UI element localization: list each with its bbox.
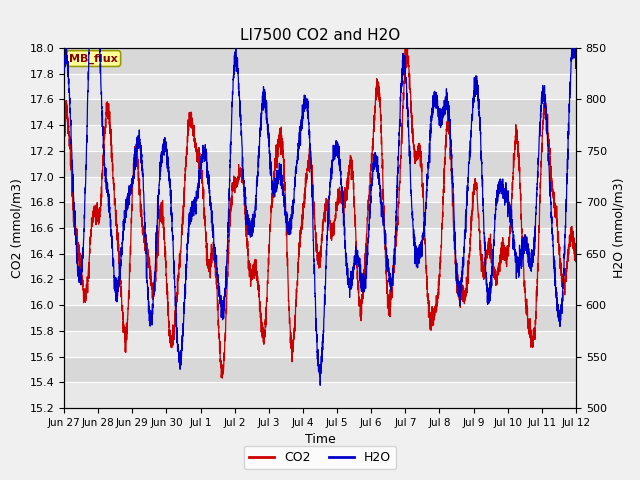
X-axis label: Time: Time (305, 433, 335, 446)
Bar (64, 228, 576, 254)
Bar (64, 202, 576, 228)
Y-axis label: CO2 (mmol/m3): CO2 (mmol/m3) (11, 178, 24, 278)
Bar (64, 151, 576, 177)
Bar (64, 382, 576, 408)
Bar (64, 99, 576, 125)
Bar (64, 254, 576, 279)
Title: LI7500 CO2 and H2O: LI7500 CO2 and H2O (240, 28, 400, 43)
Bar (64, 279, 576, 305)
Bar (64, 125, 576, 151)
Legend: CO2, H2O: CO2, H2O (244, 446, 396, 469)
Bar (64, 331, 576, 357)
Bar (64, 357, 576, 382)
Bar (64, 177, 576, 202)
Bar (64, 74, 576, 99)
Y-axis label: H2O (mmol/m3): H2O (mmol/m3) (612, 178, 625, 278)
Bar (64, 305, 576, 331)
Text: MB_flux: MB_flux (69, 53, 118, 64)
Bar (64, 48, 576, 74)
